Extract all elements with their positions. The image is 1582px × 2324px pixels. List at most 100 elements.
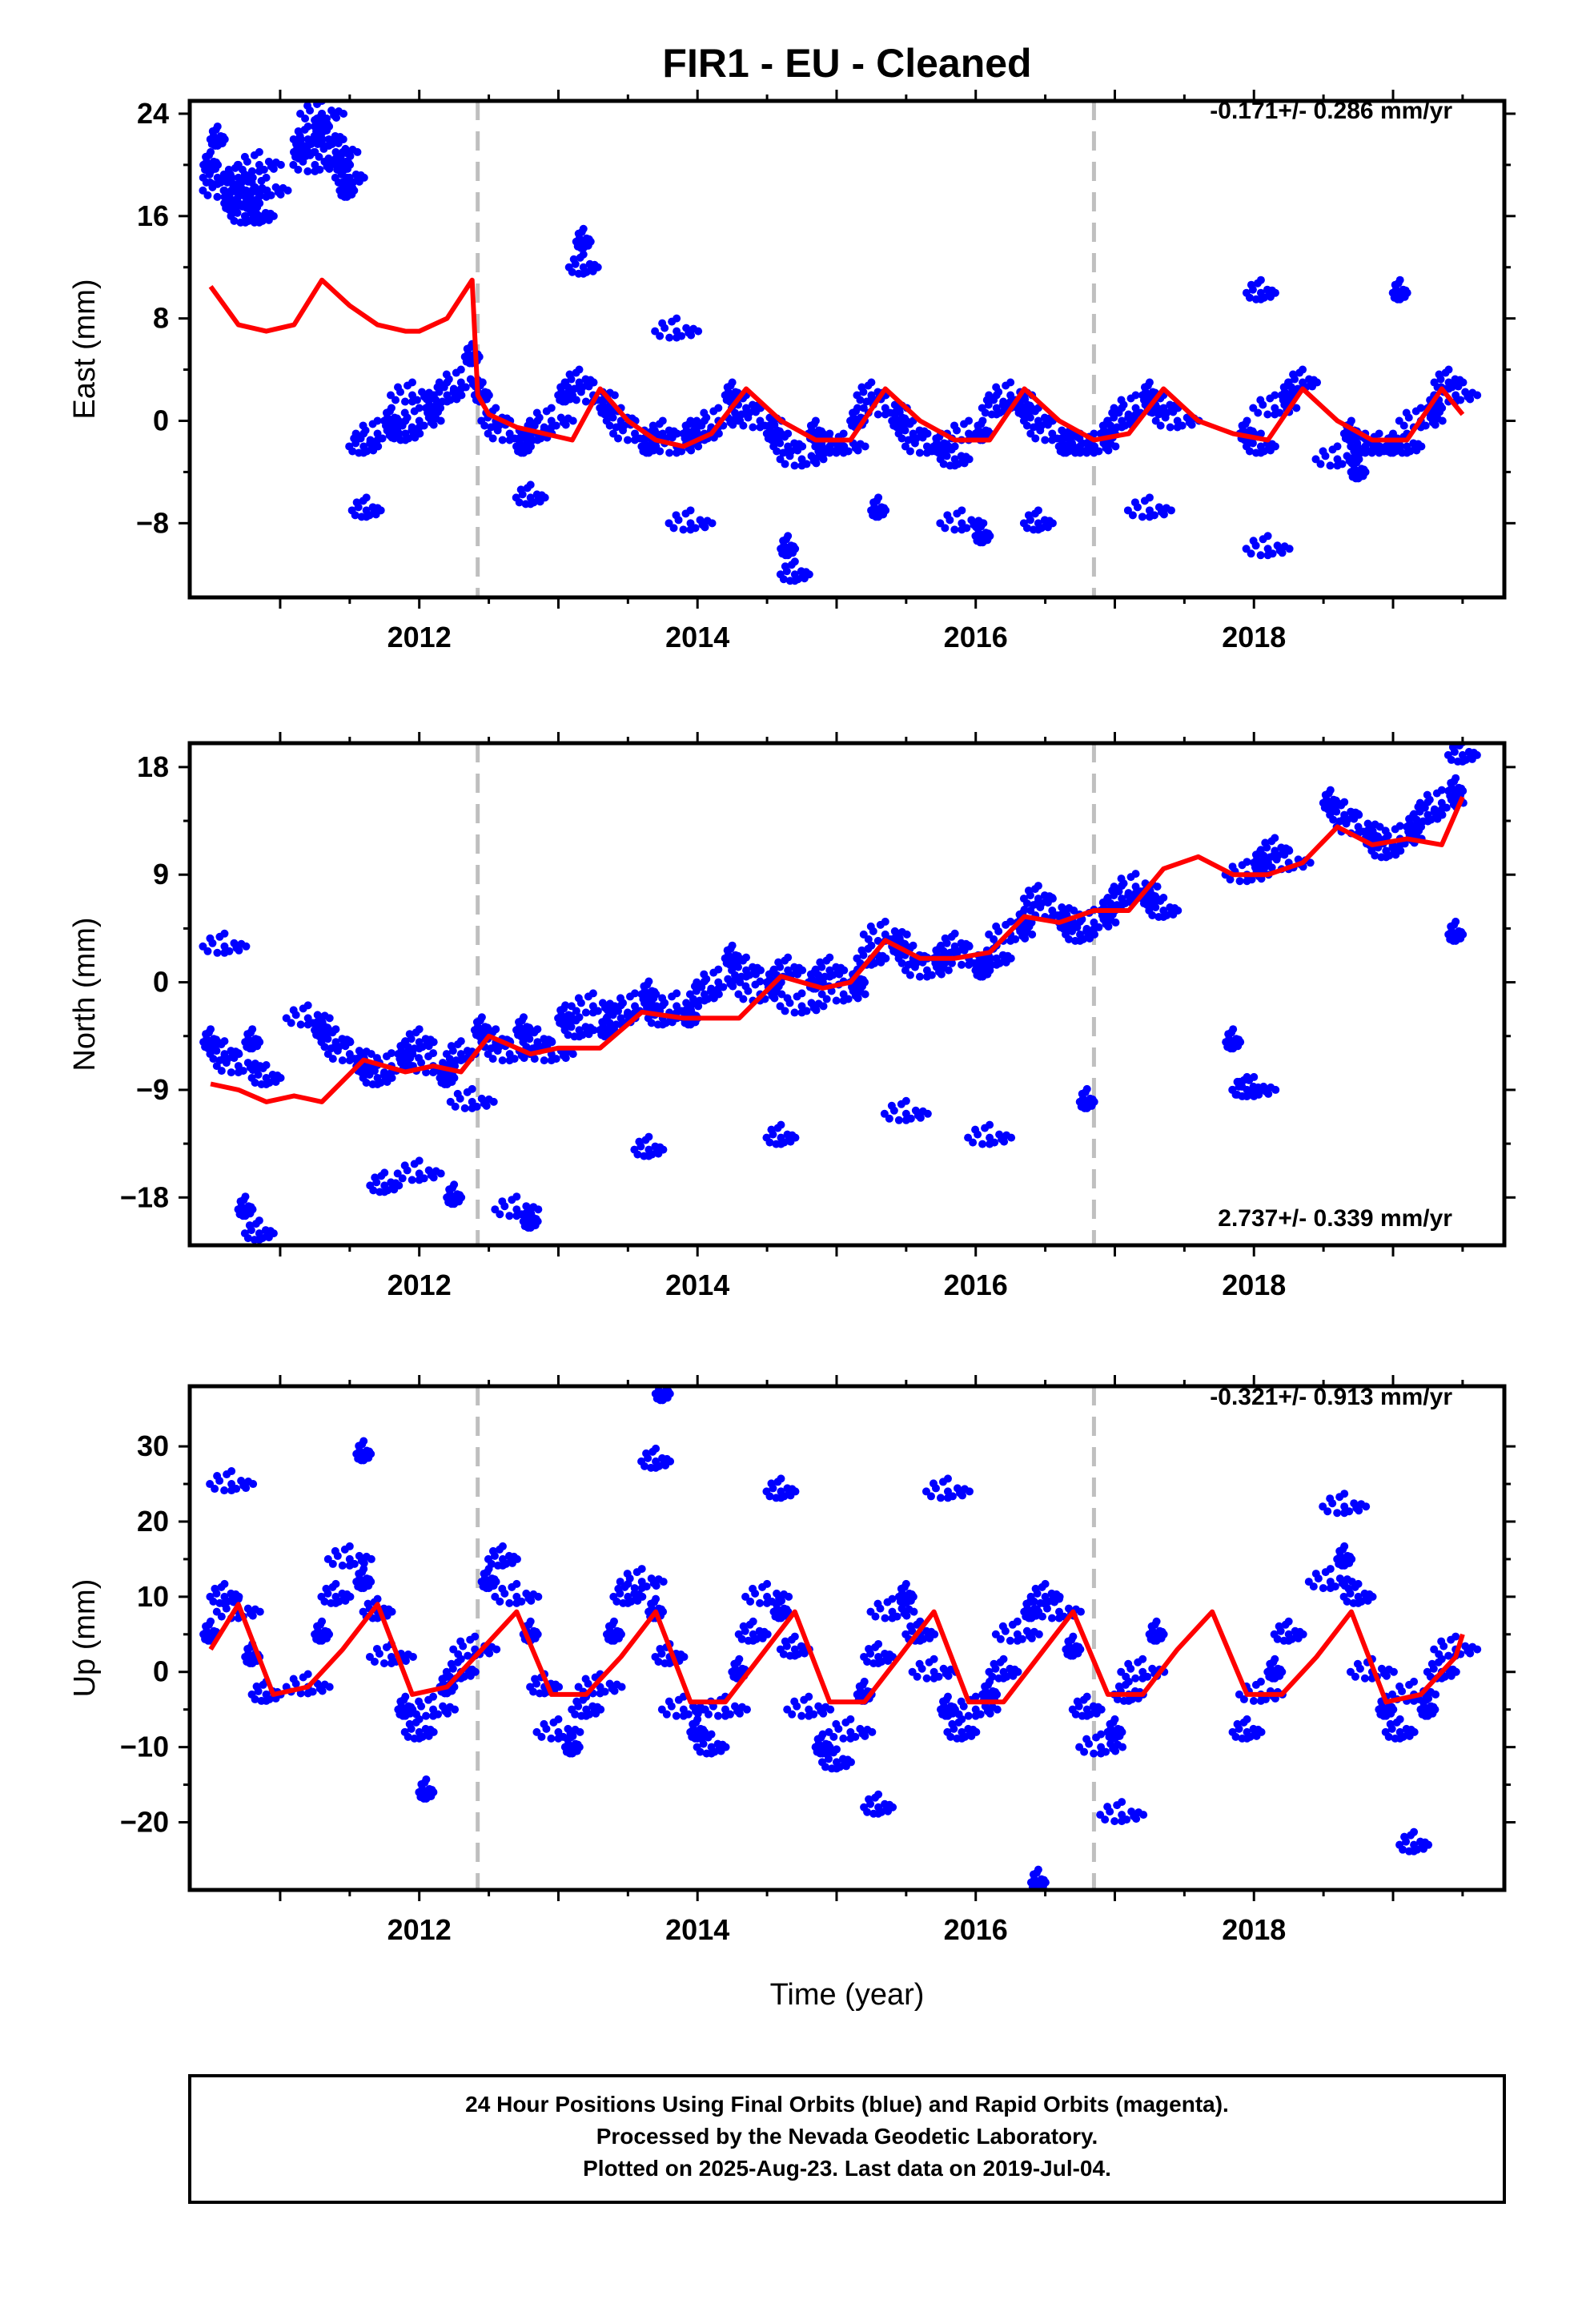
data-point: [1340, 1509, 1349, 1518]
data-point: [776, 455, 785, 464]
data-point: [282, 1014, 291, 1023]
data-point: [345, 1561, 354, 1570]
data-point: [958, 1491, 966, 1500]
data-point: [1047, 1614, 1056, 1622]
data-point: [1403, 288, 1411, 297]
data-point: [1097, 1730, 1106, 1739]
data-point: [1430, 805, 1439, 814]
data-point: [1461, 388, 1470, 396]
data-point: [637, 1565, 646, 1574]
data-point: [930, 1655, 938, 1663]
data-point: [457, 391, 466, 400]
data-point: [289, 135, 298, 143]
data-point: [922, 448, 931, 457]
data-point: [1250, 1072, 1259, 1081]
data-point: [564, 1724, 572, 1733]
data-point: [1013, 1636, 1022, 1645]
data-point: [774, 958, 783, 967]
data-point: [1271, 1674, 1279, 1683]
data-point: [1228, 1085, 1237, 1094]
data-point: [1333, 1509, 1342, 1518]
data-point: [1242, 288, 1251, 297]
data-point: [367, 1449, 375, 1458]
data-point: [429, 1068, 438, 1077]
data-point: [331, 1025, 340, 1034]
data-point: [609, 1002, 618, 1011]
data-point: [665, 333, 674, 342]
data-point: [822, 1750, 831, 1759]
data-point: [491, 421, 500, 430]
data-point: [922, 429, 931, 438]
data-point: [630, 1584, 639, 1593]
data-point: [1158, 408, 1167, 417]
data-point: [637, 1584, 646, 1593]
data-point: [1068, 442, 1077, 451]
data-point: [888, 1594, 897, 1603]
data-point: [941, 934, 950, 943]
data-point: [832, 996, 841, 1005]
data-point: [400, 1038, 409, 1047]
data-point: [1326, 1584, 1335, 1593]
data-point: [853, 391, 861, 400]
data-point: [937, 960, 946, 969]
data-point: [1344, 1584, 1353, 1593]
data-point: [861, 990, 869, 999]
data-point: [450, 1200, 459, 1208]
data-point: [484, 391, 493, 400]
data-point: [199, 173, 207, 182]
data-point: [424, 1166, 433, 1175]
data-point: [1263, 858, 1271, 867]
data-point: [345, 1056, 354, 1065]
data-point: [651, 327, 660, 336]
data-point: [1048, 894, 1057, 902]
data-point: [832, 1719, 841, 1728]
data-point: [351, 429, 360, 438]
data-point: [255, 199, 263, 207]
data-point: [303, 141, 312, 150]
data-point: [1228, 1727, 1237, 1736]
data-point: [443, 1193, 452, 1202]
data-point: [294, 127, 303, 135]
data-point: [359, 173, 368, 182]
data-point: [819, 1709, 828, 1718]
data-point: [556, 413, 565, 422]
data-point: [814, 1702, 823, 1711]
data-point: [936, 1494, 945, 1502]
data-point: [569, 255, 578, 263]
data-point: [561, 420, 570, 429]
data-point: [1461, 1642, 1470, 1651]
data-point: [325, 1014, 334, 1023]
data-point: [331, 1042, 339, 1051]
data-point: [1339, 1592, 1348, 1601]
data-point: [379, 1068, 388, 1077]
footer-box: 24 Hour Positions Using Final Orbits (bl…: [188, 2074, 1506, 2204]
data-point: [206, 135, 215, 143]
data-point: [1082, 1711, 1091, 1720]
data-point: [234, 1068, 243, 1077]
data-point: [756, 977, 765, 986]
data-point: [1431, 1690, 1440, 1699]
data-point: [242, 1484, 251, 1493]
data-point: [1444, 365, 1453, 374]
data-point: [477, 1578, 486, 1586]
data-point: [581, 1675, 590, 1683]
data-point: [693, 1715, 702, 1723]
data-point: [1130, 498, 1139, 507]
data-point: [422, 404, 431, 412]
data-point: [1271, 1085, 1280, 1094]
data-point: [1256, 865, 1265, 874]
data-point: [1395, 1715, 1404, 1723]
data-point: [415, 1156, 424, 1165]
data-point: [1459, 786, 1468, 795]
data-point: [1382, 853, 1391, 862]
data-point: [881, 1614, 889, 1622]
data-point: [401, 1656, 410, 1665]
data-point: [652, 1444, 661, 1453]
data-point: [999, 1655, 1008, 1663]
data-point: [505, 1212, 514, 1220]
data-point: [1416, 404, 1425, 412]
data-point: [971, 429, 980, 438]
data-point: [589, 1026, 598, 1035]
data-point: [1027, 1614, 1036, 1622]
data-point: [819, 455, 828, 464]
